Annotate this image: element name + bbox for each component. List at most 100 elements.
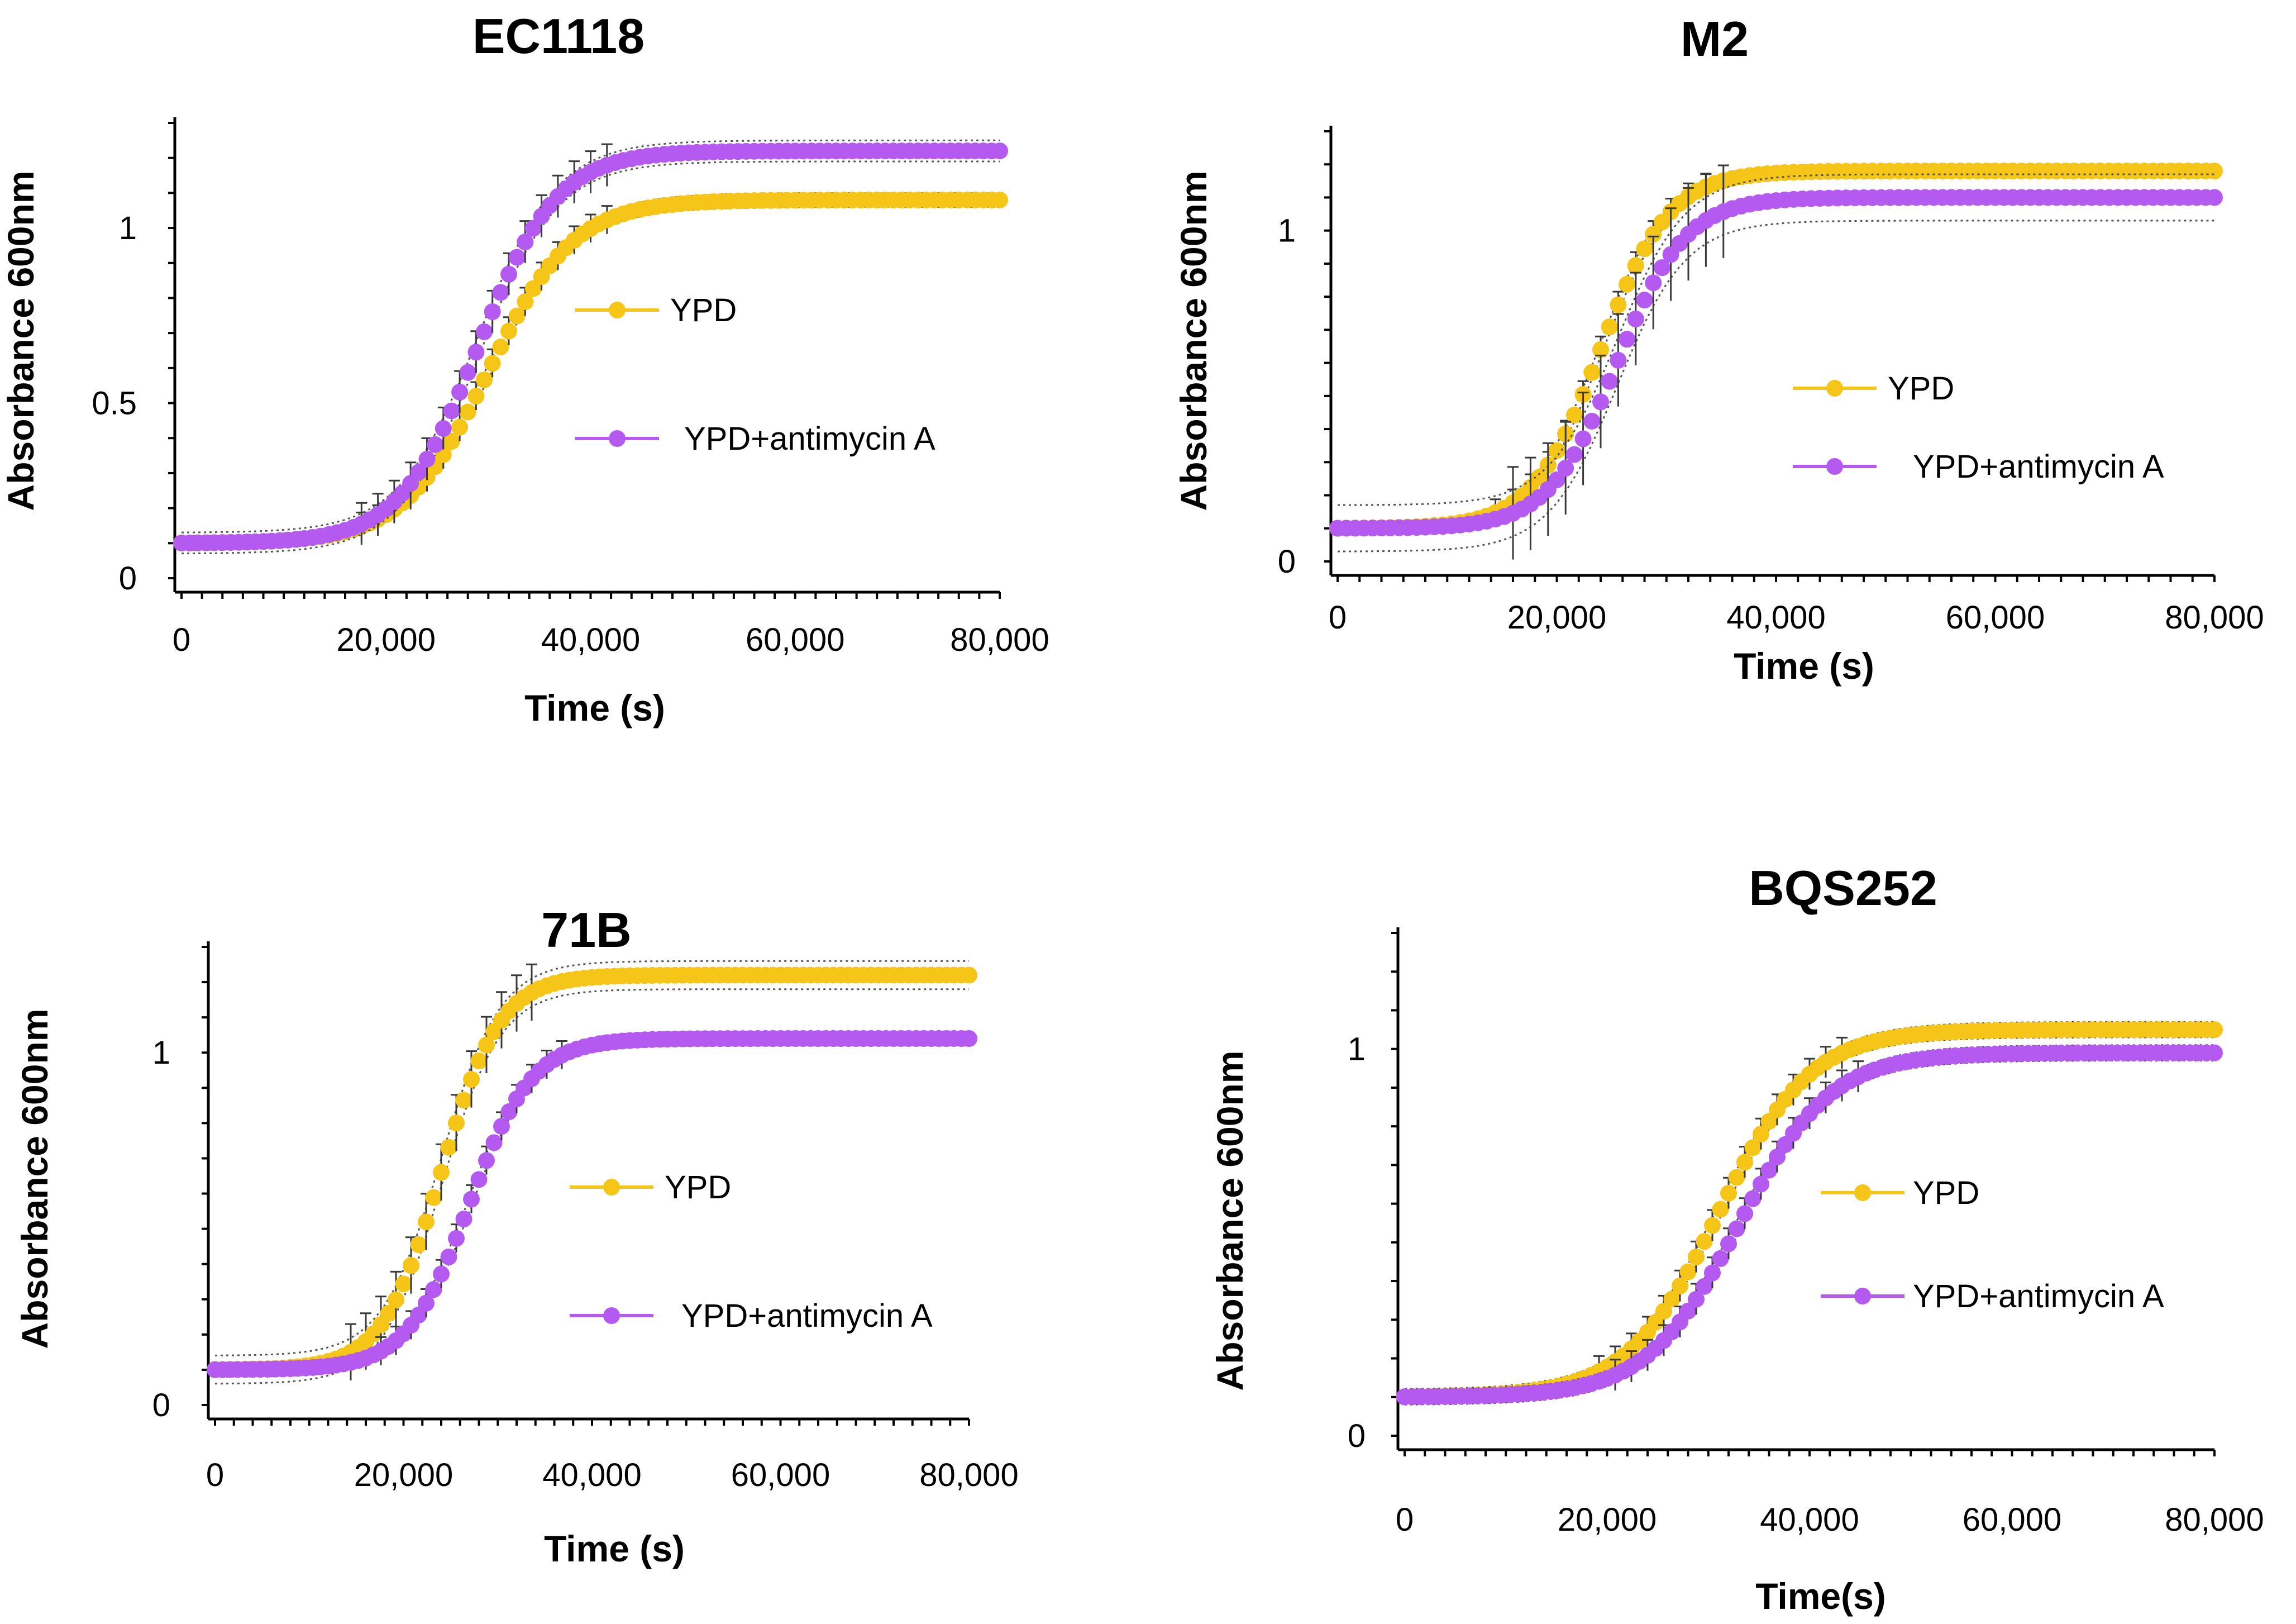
legend-marker	[609, 302, 626, 318]
data-point	[418, 1294, 435, 1312]
legend-marker	[1854, 1288, 1871, 1304]
data-point	[470, 1052, 488, 1070]
error-envelope-lower	[1337, 220, 2214, 553]
data-point	[1688, 1248, 1705, 1265]
data-point	[410, 1236, 427, 1254]
data-point	[463, 1190, 480, 1208]
data-point	[1728, 1169, 1745, 1186]
data-point	[1636, 240, 1653, 258]
legend-label: YPD+antimycin A	[1913, 449, 2164, 485]
data-point	[492, 339, 509, 356]
series-ypd-antimycin-a	[207, 1030, 977, 1378]
data-point	[517, 293, 534, 311]
y-axis-title: Absorbance 600nm	[1209, 1051, 1250, 1391]
x-tick-label: 60,000	[746, 622, 844, 658]
legend-entry-ypd: YPD	[1793, 370, 1954, 407]
y-tick-label: 1	[152, 1035, 170, 1071]
data-point	[961, 1030, 977, 1047]
legend-entry-ypd-antimycin-a: YPD+antimycin A	[1821, 1278, 2164, 1315]
x-tick-label: 80,000	[950, 622, 1049, 658]
data-point	[463, 1071, 480, 1088]
y-tick-label: 0	[119, 560, 137, 597]
data-point	[425, 1281, 442, 1298]
data-point	[440, 1248, 457, 1265]
data-point	[395, 1275, 412, 1293]
data-point	[484, 355, 501, 372]
chart-title: EC1118	[472, 8, 645, 64]
legend-entry-ypd: YPD	[1821, 1175, 1979, 1211]
data-point	[1610, 296, 1627, 313]
data-point	[459, 364, 476, 381]
chart-title: 71B	[541, 902, 631, 958]
data-point	[1753, 1125, 1769, 1142]
legend-marker	[603, 1179, 620, 1196]
y-axis-title: Absorbance 600nm	[1173, 171, 1214, 511]
y-tick-label: 1	[1348, 1031, 1366, 1068]
x-tick-label: 40,000	[542, 1457, 641, 1493]
data-point	[418, 1213, 435, 1231]
y-tick-label: 1	[1278, 213, 1296, 249]
x-tick-label: 40,000	[1760, 1502, 1859, 1538]
data-point	[1728, 1220, 1745, 1237]
y-tick-label: 0	[152, 1387, 170, 1423]
legend-label: YPD	[670, 292, 737, 328]
data-point	[493, 1118, 510, 1135]
legend-entry-ypd-antimycin-a: YPD+antimycin A	[575, 421, 935, 457]
chart-71b: 71B 0 1 0 20,000 40,000 60,000 80,000 Time (s) Ab…	[14, 902, 1019, 1569]
data-point	[500, 265, 517, 283]
data-point	[1744, 1190, 1762, 1207]
x-tick-label: 0	[206, 1457, 224, 1493]
x-tick-label: 20,000	[354, 1457, 453, 1493]
x-tick-label: 60,000	[1946, 599, 2045, 636]
legend-marker	[1826, 380, 1843, 397]
data-point	[1663, 1290, 1681, 1308]
data-point	[1601, 373, 1618, 390]
chart-ec1118: EC1118 0 0.5 1 0 20,000 40,000 60,000 80,000 Time…	[0, 8, 1049, 728]
legend-entry-ypd: YPD	[570, 1169, 731, 1206]
data-point	[476, 323, 493, 340]
data-point	[1531, 469, 1548, 486]
data-point	[1679, 1263, 1697, 1280]
legend-entry-ypd: YPD	[575, 292, 737, 328]
data-point	[1619, 331, 1636, 348]
data-point	[1704, 1217, 1721, 1234]
data-point	[1610, 351, 1627, 369]
error-envelope-upper	[1338, 173, 2214, 506]
data-point	[1696, 1233, 1713, 1250]
y-tick-label: 0	[1348, 1418, 1366, 1454]
data-point	[476, 371, 493, 388]
y-tick-label: 0.5	[92, 385, 137, 422]
data-point	[1548, 471, 1565, 488]
data-point	[443, 402, 460, 420]
y-tick-label: 0	[1278, 544, 1296, 580]
series-ypd-antimycin-a	[173, 139, 1008, 555]
data-point	[1655, 1303, 1672, 1320]
data-point	[380, 1305, 397, 1322]
data-point	[443, 433, 460, 450]
data-point	[455, 1211, 472, 1228]
error-envelope-lower	[181, 206, 1000, 551]
data-point	[427, 436, 444, 453]
x-tick-label: 40,000	[541, 622, 640, 658]
data-point	[1736, 1205, 1753, 1222]
chart-title: M2	[1681, 11, 1749, 66]
legend-label: YPD	[1888, 370, 1954, 407]
chart-title: BQS252	[1749, 860, 1937, 916]
x-tick-label: 60,000	[731, 1457, 830, 1493]
legend-entry-ypd-antimycin-a: YPD+antimycin A	[570, 1298, 933, 1334]
data-point	[1619, 275, 1636, 293]
data-point	[500, 1103, 518, 1121]
x-tick-label: 80,000	[2165, 599, 2264, 636]
y-axis-title: Absorbance 600nm	[0, 171, 41, 511]
data-point	[1720, 1184, 1737, 1202]
x-tick-label: 80,000	[919, 1457, 1018, 1493]
y-tick-label: 1	[119, 210, 137, 246]
data-point	[1704, 1264, 1721, 1282]
legend-marker	[603, 1307, 620, 1324]
data-point	[467, 344, 485, 361]
data-point	[1760, 1161, 1778, 1179]
data-point	[1712, 1250, 1729, 1267]
x-tick-label: 80,000	[2165, 1502, 2264, 1538]
data-point	[451, 383, 469, 401]
data-point	[1565, 446, 1583, 463]
